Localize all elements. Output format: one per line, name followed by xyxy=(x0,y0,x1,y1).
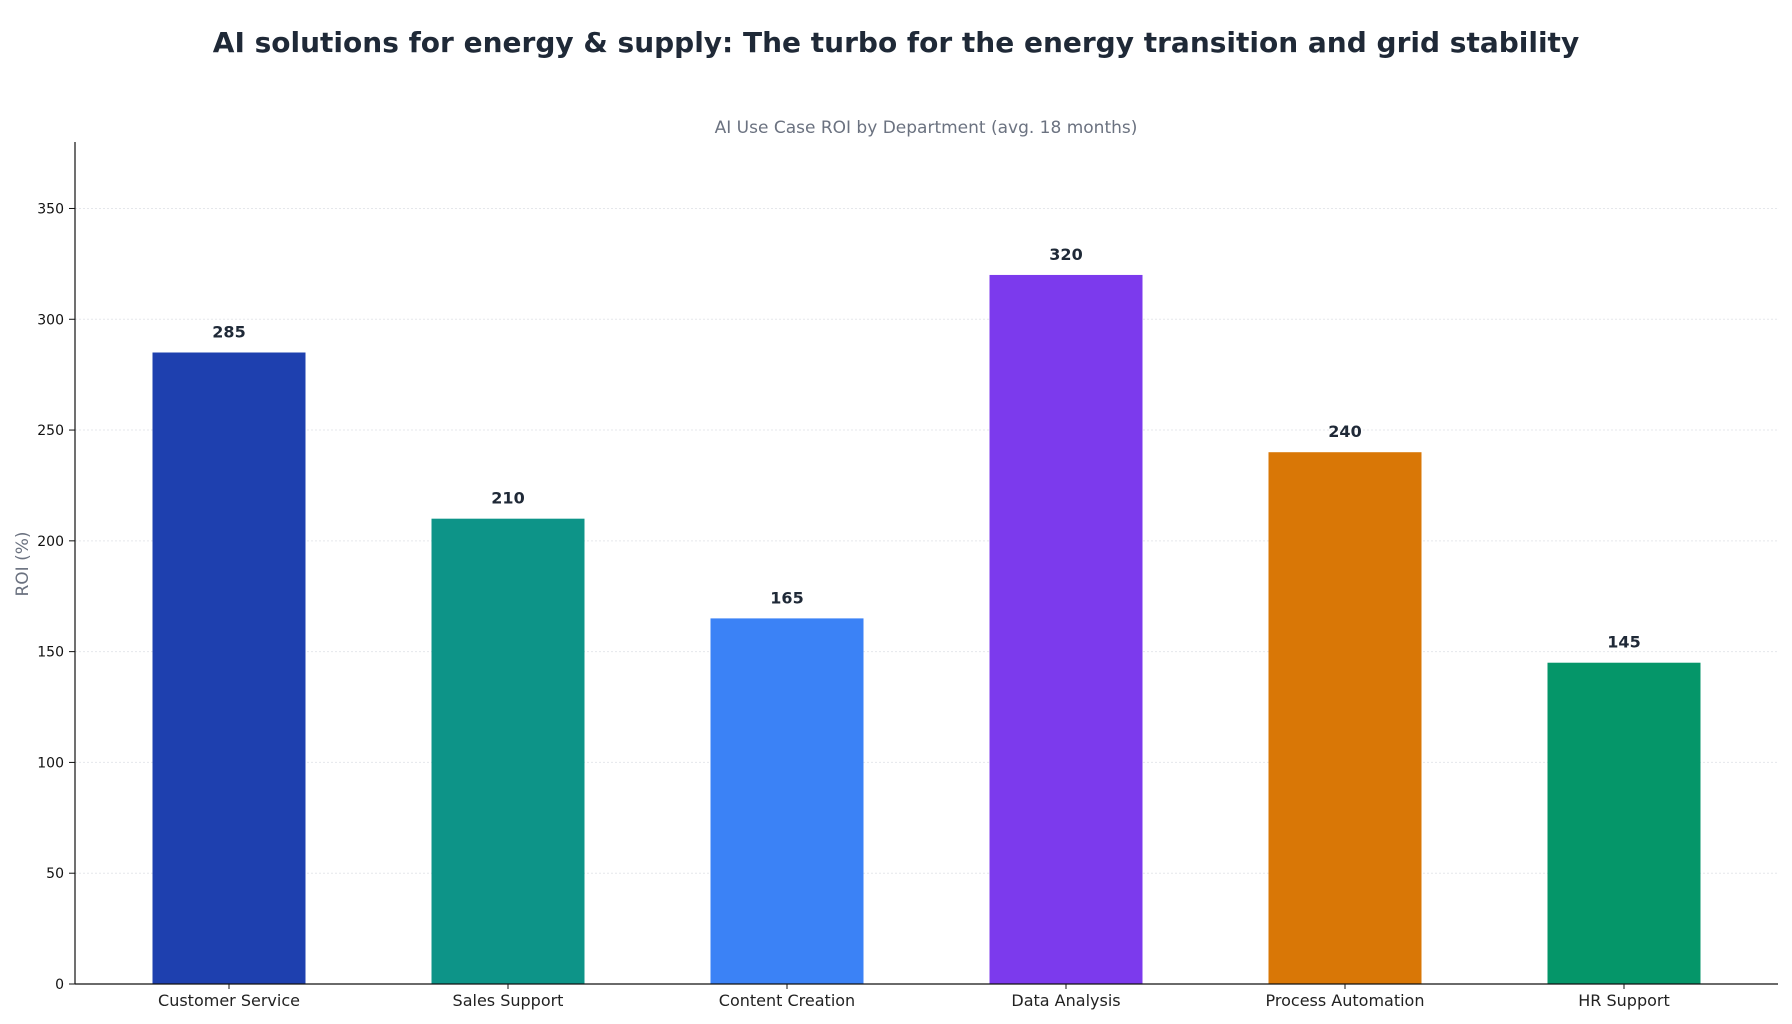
chart-subtitle: AI Use Case ROI by Department (avg. 18 m… xyxy=(715,118,1138,138)
x-ticks: Customer Service Sales Support Content Cre… xyxy=(158,984,1670,1010)
bar xyxy=(710,618,864,984)
x-tick-label: Content Creation xyxy=(719,991,855,1010)
y-tick-label: 150 xyxy=(37,645,64,661)
bar xyxy=(989,274,1143,984)
y-tick-label: 350 xyxy=(37,201,64,217)
y-tick-label: 50 xyxy=(46,866,64,882)
bar xyxy=(152,352,306,984)
bars xyxy=(152,274,1701,984)
bar xyxy=(431,518,585,984)
y-ticks: 0 50 100 150 200 250 300 350 xyxy=(37,201,75,993)
data-label: 285 xyxy=(212,323,245,342)
y-tick-label: 0 xyxy=(55,977,64,993)
data-label: 145 xyxy=(1607,633,1640,652)
bar xyxy=(1268,452,1422,984)
y-tick-label: 200 xyxy=(37,534,64,550)
data-label: 210 xyxy=(491,489,524,508)
axes xyxy=(74,142,1778,985)
x-tick-label: Process Automation xyxy=(1266,991,1425,1010)
y-tick-label: 250 xyxy=(37,423,64,439)
y-tick-label: 300 xyxy=(37,312,64,328)
x-tick-label: HR Support xyxy=(1578,991,1669,1010)
data-label: 165 xyxy=(770,588,803,607)
data-labels: 285 210 165 320 240 145 xyxy=(212,245,1640,652)
x-tick-label: Data Analysis xyxy=(1011,991,1120,1010)
gridlines xyxy=(75,207,1778,874)
y-axis-label: ROI (%) xyxy=(13,531,33,596)
x-tick-label: Sales Support xyxy=(453,991,564,1010)
x-tick-label: Customer Service xyxy=(158,991,300,1010)
chart-title: AI solutions for energy & supply: The tu… xyxy=(213,26,1579,59)
bar xyxy=(1547,662,1701,984)
data-label: 240 xyxy=(1328,422,1361,441)
data-label: 320 xyxy=(1049,245,1082,264)
y-tick-label: 100 xyxy=(37,755,64,771)
